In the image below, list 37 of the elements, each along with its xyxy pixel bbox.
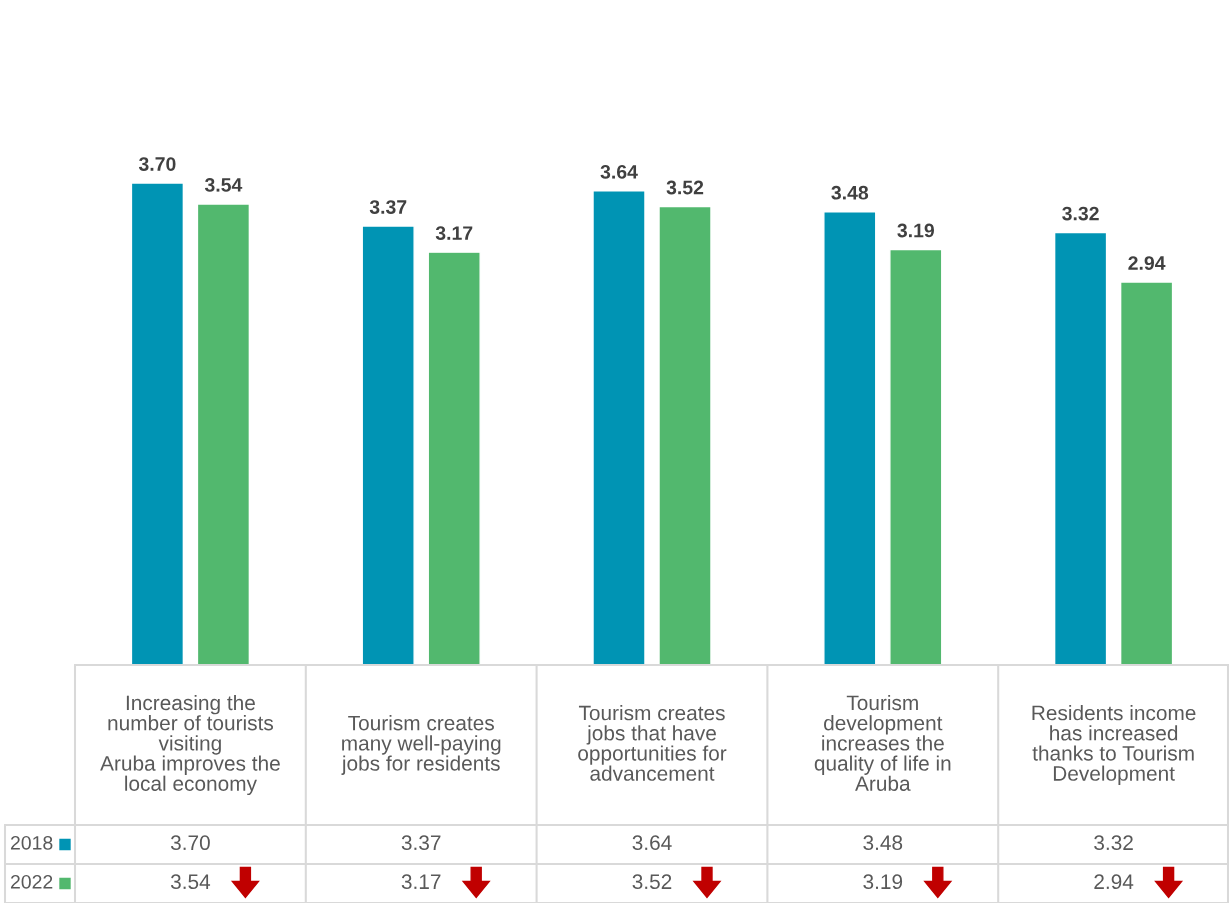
text: 3.37 bbox=[369, 200, 407, 214]
data-label: 3.54 bbox=[170, 874, 211, 890]
data-label: 3.48 bbox=[863, 835, 903, 851]
x-tick-label: Tourism creates many well-paying jobs for residents bbox=[341, 715, 501, 775]
text: 3.64 bbox=[600, 164, 638, 179]
bar bbox=[823, 211, 877, 665]
bar bbox=[1053, 231, 1108, 665]
data-label: 3.70 bbox=[170, 835, 210, 851]
legend-label: 2022 bbox=[10, 874, 53, 889]
bar bbox=[658, 205, 712, 665]
bar bbox=[130, 182, 185, 665]
data-label: 3.52 bbox=[632, 874, 672, 890]
bar bbox=[196, 203, 251, 665]
data-label: 2.94 bbox=[1094, 874, 1134, 890]
bar bbox=[592, 190, 646, 665]
data-label: 3.64 bbox=[632, 835, 672, 851]
x-tick-label: Tourism development increases the quality of life in Aruba bbox=[814, 694, 951, 791]
text: 3.19 bbox=[897, 223, 935, 238]
text: 3.17 bbox=[435, 226, 473, 240]
x-tick-label: Tourism creates jobs that have opportunities for advancement bbox=[578, 705, 727, 781]
x-tick-label: Increasing the number of tourists visiting Aruba improves the local economy bbox=[100, 694, 280, 796]
legend-label: 2018 bbox=[10, 835, 53, 850]
data-label: 3.37 bbox=[401, 835, 441, 851]
text: 3.54 bbox=[204, 178, 243, 192]
bar bbox=[427, 251, 481, 665]
x-tick-label: Residents income has increased thanks to Tourism Development bbox=[1032, 705, 1196, 785]
bar bbox=[889, 248, 943, 665]
text: 3.52 bbox=[666, 180, 704, 195]
text: 3.70 bbox=[138, 157, 176, 171]
data-label: 3.17 bbox=[401, 874, 441, 890]
bar bbox=[1119, 281, 1174, 665]
bar bbox=[361, 225, 415, 665]
data-label: 3.32 bbox=[1094, 835, 1133, 851]
data-label: 3.19 bbox=[863, 874, 903, 890]
text: 3.48 bbox=[831, 185, 869, 200]
text: 3.32 bbox=[1062, 206, 1099, 221]
text: 2.94 bbox=[1128, 256, 1166, 270]
